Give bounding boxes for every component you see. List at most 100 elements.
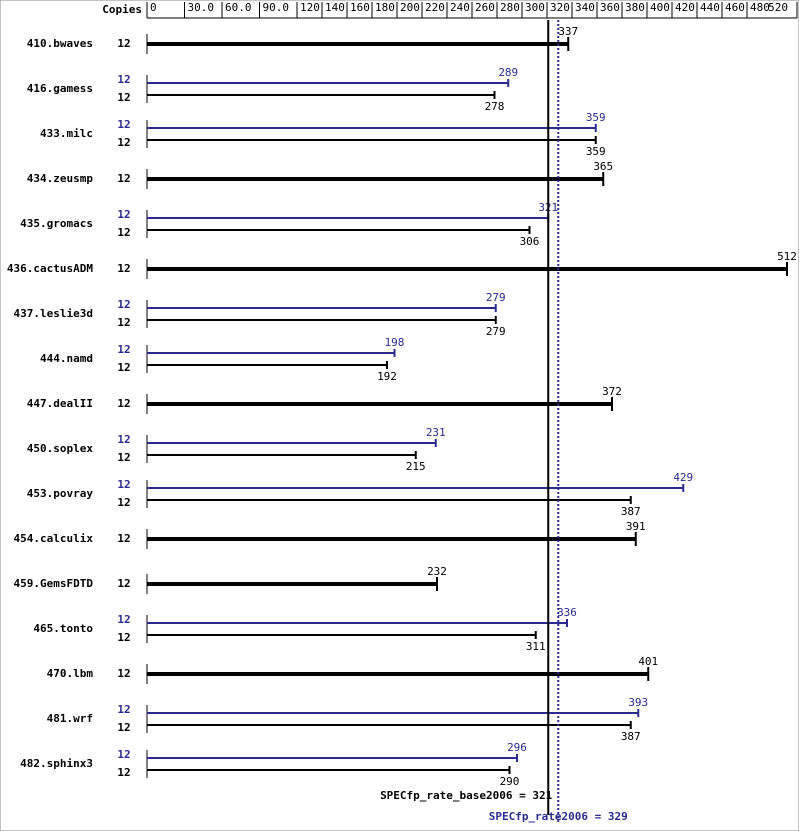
value-label: 279	[486, 291, 506, 304]
value-label: 215	[406, 460, 426, 473]
value-label: 359	[586, 111, 606, 124]
value-label: 391	[626, 520, 646, 533]
benchmark-name: 465.tonto	[33, 622, 93, 635]
value-label: 512	[777, 250, 797, 263]
copies: 12	[117, 172, 130, 185]
x-tick-label: 180	[375, 1, 395, 14]
benchmark-name: 434.zeusmp	[27, 172, 94, 185]
x-tick-label: 260	[475, 1, 495, 14]
x-tick-label: 0	[150, 1, 157, 14]
copies: 12	[117, 298, 130, 311]
x-tick-label: 240	[450, 1, 470, 14]
value-label: 290	[500, 775, 520, 788]
copies: 12	[117, 478, 130, 491]
x-tick-label: 460	[725, 1, 745, 14]
x-tick-label: 60.0	[225, 1, 252, 14]
value-label: 232	[427, 565, 447, 578]
copies: 12	[117, 721, 130, 734]
benchmark-name: 454.calculix	[14, 532, 94, 545]
benchmark-name: 416.gamess	[27, 82, 93, 95]
x-tick-label: 480	[750, 1, 770, 14]
x-tick-label: 220	[425, 1, 445, 14]
value-label: 387	[621, 505, 641, 518]
value-label: 192	[377, 370, 397, 383]
copies: 12	[117, 577, 130, 590]
x-tick-label: 30.0	[188, 1, 215, 14]
value-label: 231	[426, 426, 446, 439]
value-label: 278	[485, 100, 505, 113]
benchmark-name: 433.milc	[40, 127, 93, 140]
benchmark-name: 436.cactusADM	[7, 262, 93, 275]
benchmark-name: 437.leslie3d	[14, 307, 93, 320]
benchmark-name: 447.dealII	[27, 397, 93, 410]
benchmark-name: 459.GemsFDTD	[14, 577, 94, 590]
copies: 12	[117, 433, 130, 446]
x-tick-label: 440	[700, 1, 720, 14]
copies: 12	[117, 613, 130, 626]
x-tick-label: 140	[325, 1, 345, 14]
copies: 12	[117, 766, 130, 779]
benchmark-name: 435.gromacs	[20, 217, 93, 230]
value-label: 365	[593, 160, 613, 173]
copies: 12	[117, 748, 130, 761]
value-label: 359	[586, 145, 606, 158]
value-label: 296	[507, 741, 527, 754]
x-tick-label: 200	[400, 1, 420, 14]
value-label: 306	[520, 235, 540, 248]
value-label: 198	[385, 336, 405, 349]
copies: 12	[117, 361, 130, 374]
value-label: 372	[602, 385, 622, 398]
x-tick-label: 420	[675, 1, 695, 14]
peak-reference-label: SPECfp_rate2006 = 329	[489, 810, 628, 823]
x-tick-label: 160	[350, 1, 370, 14]
benchmark-name: 481.wrf	[47, 712, 93, 725]
copies: 12	[117, 397, 130, 410]
benchmark-name: 410.bwaves	[27, 37, 93, 50]
x-tick-label: 300	[525, 1, 545, 14]
copies: 12	[117, 496, 130, 509]
value-label: 311	[526, 640, 546, 653]
copies: 12	[117, 73, 130, 86]
benchmark-name: 444.namd	[40, 352, 93, 365]
copies: 12	[117, 136, 130, 149]
value-label: 401	[638, 655, 658, 668]
benchmark-name: 453.povray	[27, 487, 94, 500]
value-label: 429	[673, 471, 693, 484]
x-tick-label: 360	[600, 1, 620, 14]
value-label: 336	[557, 606, 577, 619]
value-label: 387	[621, 730, 641, 743]
value-label: 279	[486, 325, 506, 338]
copies: 12	[117, 37, 130, 50]
copies: 12	[117, 262, 130, 275]
x-tick-label: 340	[575, 1, 595, 14]
copies: 12	[117, 118, 130, 131]
benchmark-name: 482.sphinx3	[20, 757, 93, 770]
copies: 12	[117, 226, 130, 239]
value-label: 289	[498, 66, 518, 79]
copies: 12	[117, 667, 130, 680]
base-reference-label: SPECfp_rate_base2006 = 321	[380, 789, 553, 802]
value-label: 337	[558, 25, 578, 38]
benchmark-name: 450.soplex	[27, 442, 94, 455]
x-tick-label: 280	[500, 1, 520, 14]
copies: 12	[117, 208, 130, 221]
benchmark-name: 470.lbm	[47, 667, 94, 680]
copies: 12	[117, 316, 130, 329]
x-tick-label: 120	[300, 1, 320, 14]
copies: 12	[117, 343, 130, 356]
x-tick-label: 400	[650, 1, 670, 14]
copies-header: Copies	[102, 3, 142, 16]
copies: 12	[117, 532, 130, 545]
copies: 12	[117, 631, 130, 644]
copies: 12	[117, 451, 130, 464]
x-tick-label: 90.0	[263, 1, 290, 14]
x-tick-label: 520	[768, 1, 788, 14]
copies: 12	[117, 91, 130, 104]
copies: 12	[117, 703, 130, 716]
x-tick-label: 380	[625, 1, 645, 14]
value-label: 393	[628, 696, 648, 709]
x-tick-label: 320	[550, 1, 570, 14]
